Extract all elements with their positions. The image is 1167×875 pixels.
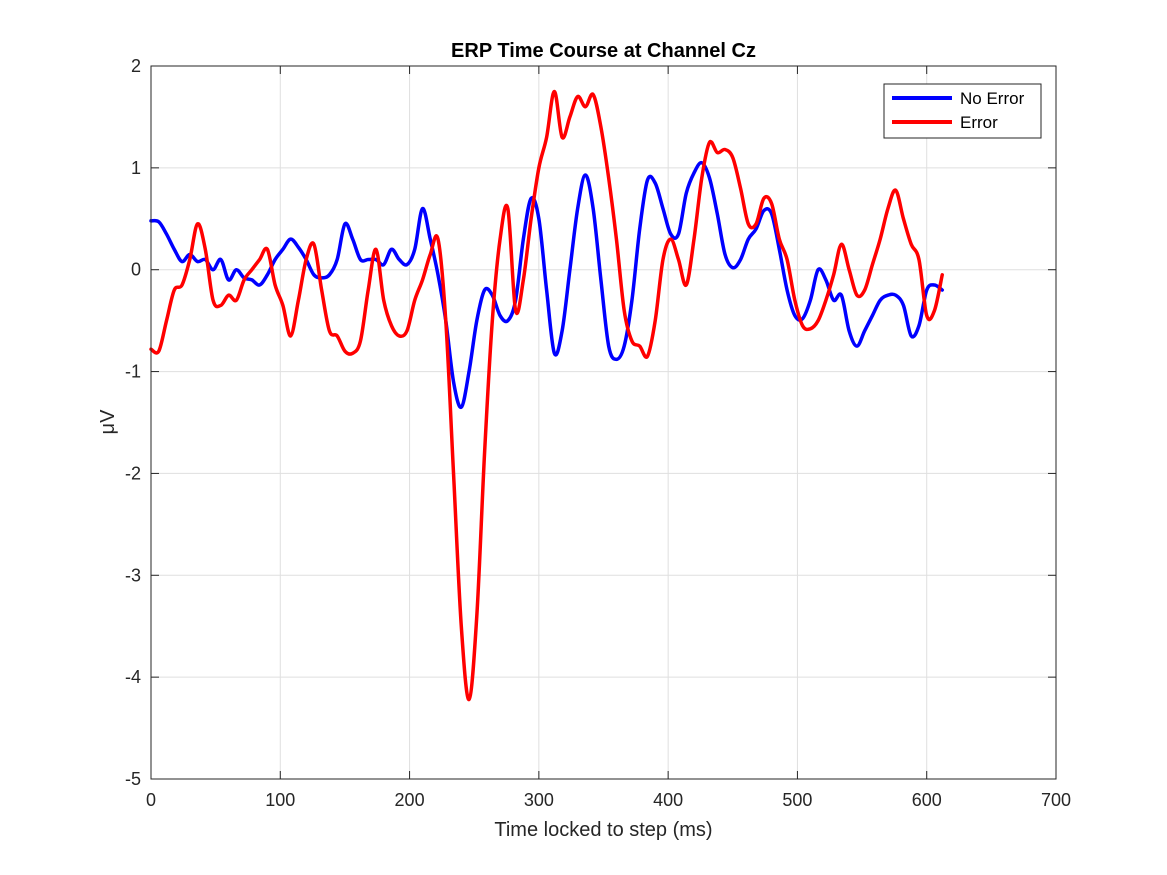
x-tick-label: 200 (395, 790, 425, 810)
plot-frame (150, 65, 1057, 780)
y-tick-label: -1 (125, 362, 141, 382)
y-tick-label: 0 (131, 260, 141, 280)
axis-ticks: 0 100 200 300 400 500 600 700 -5 -4 -3 -2 -1 0 1 2 (125, 56, 1071, 810)
grid-lines (151, 66, 1056, 779)
x-tick-label: 700 (1041, 790, 1071, 810)
x-axis-title: Time locked to step (ms) (494, 819, 712, 841)
y-tick-label: 1 (131, 158, 141, 178)
x-tick-label: 0 (146, 790, 156, 810)
x-tick-label: 400 (653, 790, 683, 810)
x-tick-label: 500 (782, 790, 812, 810)
legend-box (883, 83, 1042, 139)
y-tick-label: -4 (125, 667, 141, 687)
y-tick-label: -2 (125, 463, 141, 483)
series-line-error (149, 89, 944, 702)
y-axis-title: μV (97, 409, 119, 435)
x-tick-label: 100 (265, 790, 295, 810)
chart-title: ERP Time Course at Channel Cz (451, 40, 756, 62)
legend: No Error Error (883, 83, 1042, 139)
x-tick-label: 600 (912, 790, 942, 810)
x-tick-label: 300 (524, 790, 554, 810)
series-line-no-error (149, 160, 944, 409)
series-layer (149, 89, 944, 702)
y-tick-label: 2 (131, 56, 141, 76)
y-tick-label: -5 (125, 769, 141, 789)
legend-label-error: Error (960, 113, 998, 132)
legend-label-no-error: No Error (960, 89, 1025, 108)
y-tick-label: -3 (125, 565, 141, 585)
plot-area (151, 66, 1056, 779)
